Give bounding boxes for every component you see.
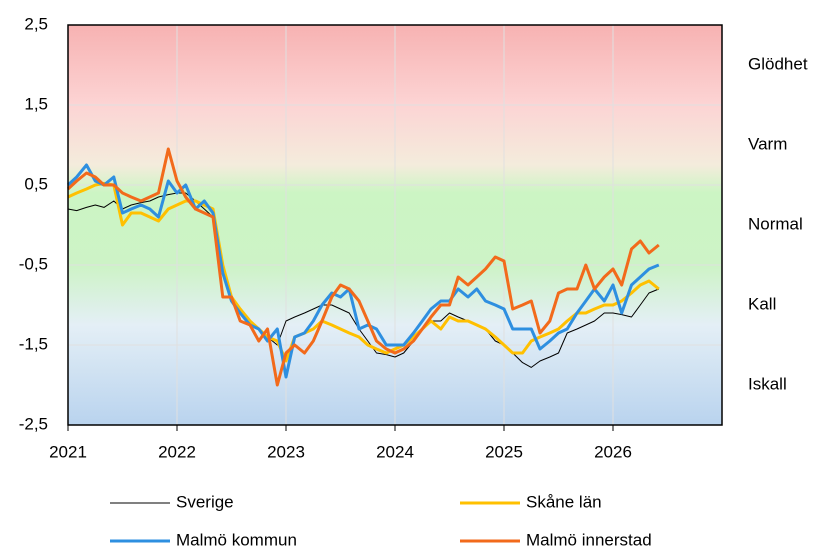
legend-label: Malmö kommun [176,530,297,549]
y-tick-label: -1,5 [19,334,48,353]
legend-label: Sverige [176,492,234,511]
y-tick-label: 0,5 [24,174,48,193]
legend-label: Malmö innerstad [526,530,652,549]
plot-border [67,24,723,426]
legend-label: Skåne län [526,492,602,511]
x-tick-label: 2025 [485,442,523,461]
series-line [67,181,660,363]
x-tick-label: 2022 [158,442,196,461]
zone-label: Kall [748,294,776,313]
zone-label: Iskall [748,374,787,393]
zone-label: Normal [748,214,803,233]
x-tick-label: 2024 [376,442,414,461]
y-tick-label: 2,5 [24,14,48,33]
series-line [66,147,660,387]
y-tick-label: -2,5 [19,414,48,433]
y-tick-label: -0,5 [19,254,48,273]
x-tick-label: 2026 [594,442,632,461]
y-tick-label: 1,5 [24,94,48,113]
x-tick-label: 2023 [267,442,305,461]
zone-label: Glödhet [748,54,808,73]
series-line [67,192,659,368]
zone-label: Varm [748,134,787,153]
series-line [66,163,660,379]
x-tick-label: 2021 [49,442,87,461]
